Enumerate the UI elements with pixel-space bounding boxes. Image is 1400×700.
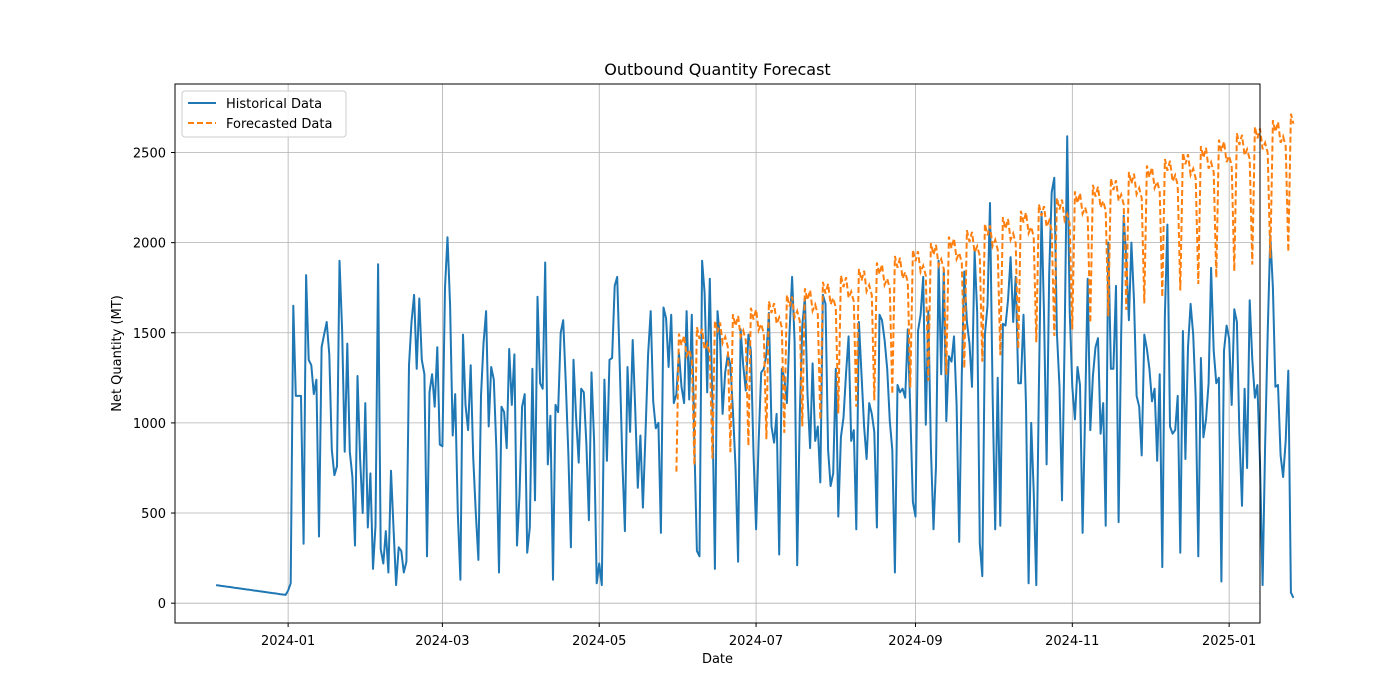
legend-box xyxy=(181,90,347,138)
chart-title: Outbound Quantity Forecast xyxy=(604,60,830,79)
y-tick-label: 2500 xyxy=(133,147,166,162)
y-tick-label: 1000 xyxy=(133,417,166,432)
y-tick-label: 1500 xyxy=(133,327,166,342)
x-tick-label: 2024-03 xyxy=(415,634,469,649)
x-axis-label: Date xyxy=(702,652,733,667)
legend-label-forecast: Forecasted Data xyxy=(226,117,332,132)
y-axis-label: Net Quantity (MT) xyxy=(110,295,125,412)
x-tick-label: 2024-11 xyxy=(1045,634,1099,649)
axis-ticks: 2024-01 2024-03 2024-05 2024-07 2024-09 2024-… xyxy=(133,147,1256,649)
x-tick-label: 2024-05 xyxy=(572,634,626,649)
legend-label-historical: Historical Data xyxy=(226,97,322,112)
axes-frame xyxy=(174,83,1261,624)
y-tick-label: 0 xyxy=(158,597,166,612)
x-tick-label: 2024-09 xyxy=(888,634,942,649)
y-tick-label: 2000 xyxy=(133,237,166,252)
series-line-forecast xyxy=(675,113,1295,472)
series-line-historical xyxy=(215,135,1295,599)
x-tick-label: 2024-01 xyxy=(261,634,315,649)
y-tick-label: 500 xyxy=(141,507,166,522)
x-tick-label: 2025-01 xyxy=(1202,634,1256,649)
x-tick-label: 2024-07 xyxy=(729,634,783,649)
plot-area xyxy=(215,113,1295,599)
legend: Historical Data Forecasted Data xyxy=(181,90,347,138)
